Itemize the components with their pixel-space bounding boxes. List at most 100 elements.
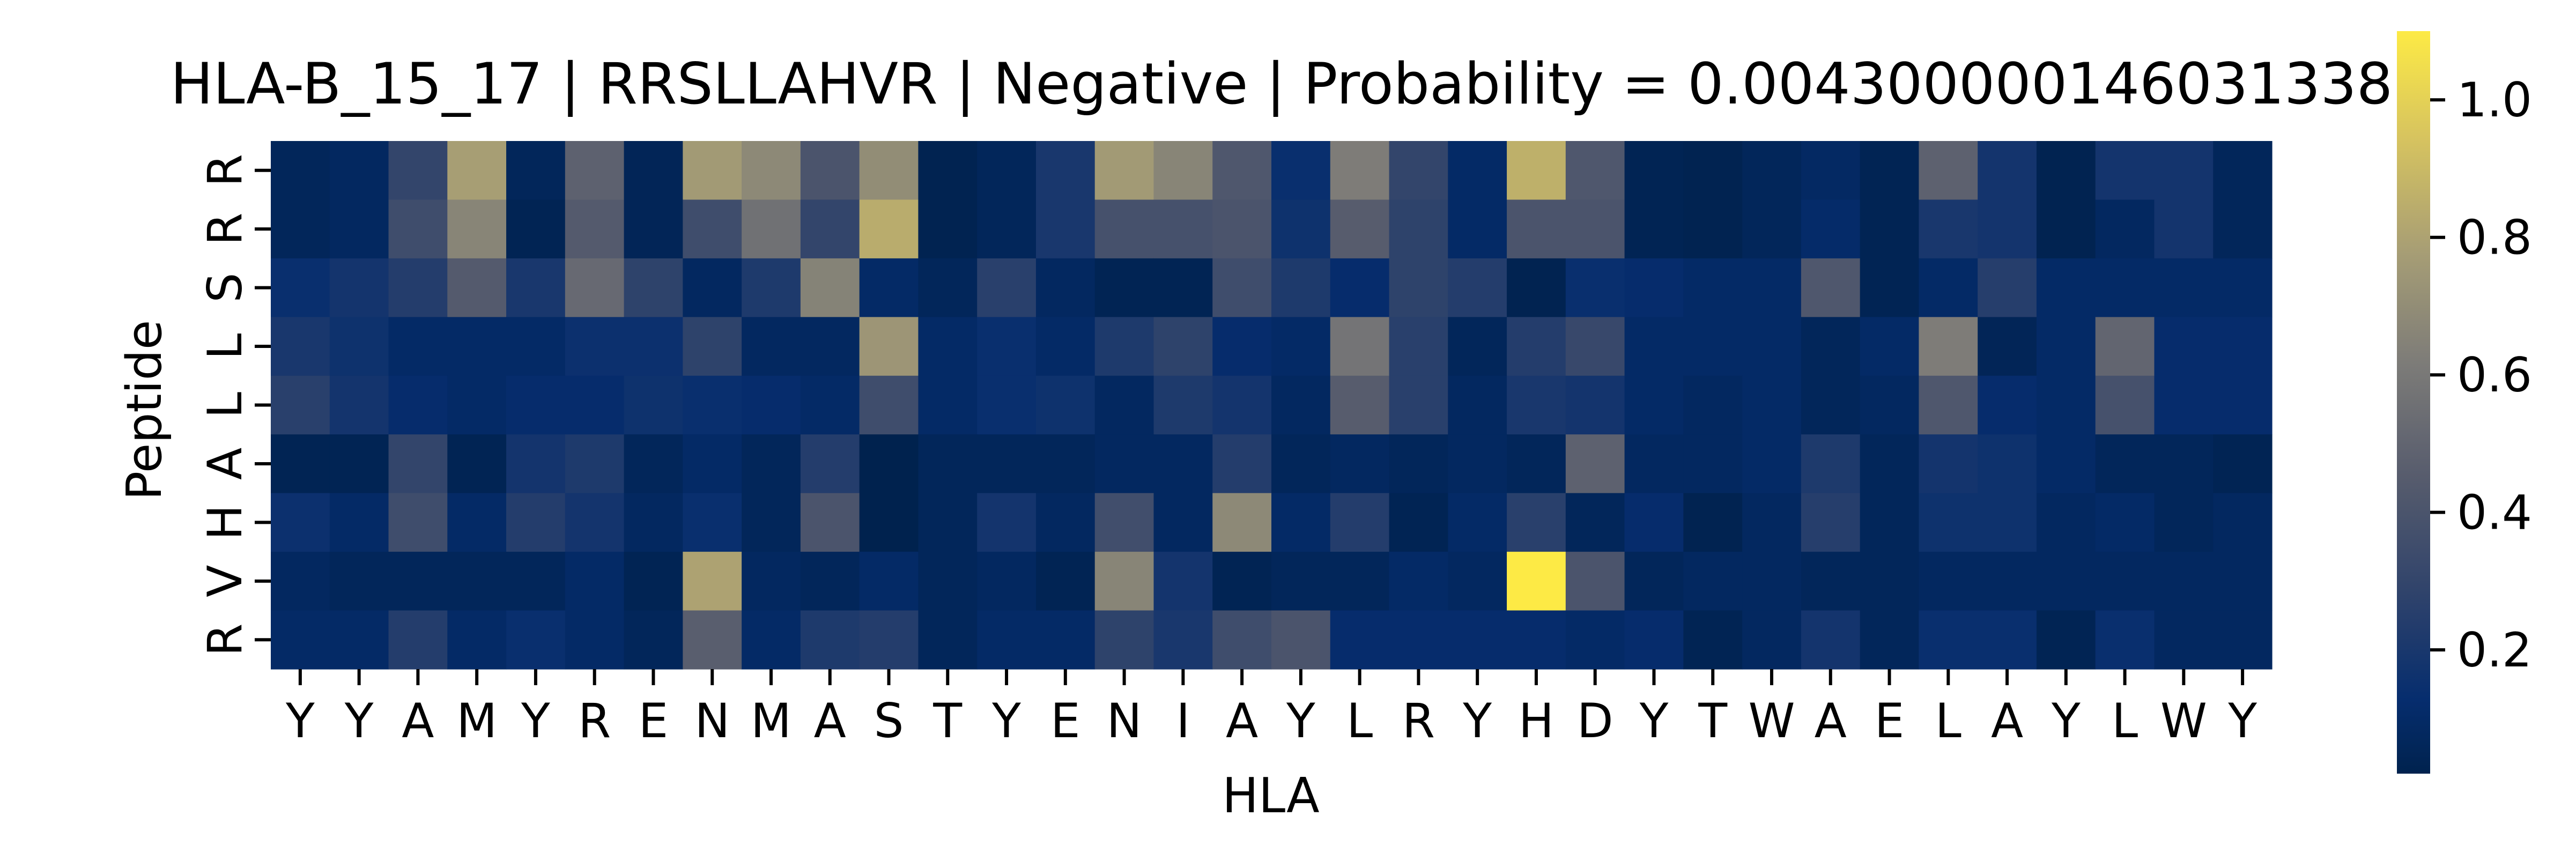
heatmap-cell	[1035, 199, 1095, 259]
heatmap-cell	[1919, 258, 1978, 317]
heatmap-cell	[506, 610, 566, 670]
heatmap-cell	[1683, 317, 1743, 376]
heatmap-cell	[1624, 610, 1684, 670]
heatmap-cell	[2213, 375, 2272, 435]
x-tick-label: Y	[521, 693, 550, 748]
heatmap-cell	[1330, 434, 1390, 494]
heatmap-cell	[506, 317, 566, 376]
x-tick-label: A	[1991, 693, 2023, 748]
colorbar-ticks: 0.2 0.4 0.6 0.8 1.0	[2430, 72, 2532, 678]
heatmap-cell	[1330, 375, 1390, 435]
heatmap-cell	[1389, 141, 1448, 201]
heatmap-cell	[918, 552, 978, 611]
heatmap-cell	[1742, 258, 1802, 317]
heatmap-cell	[506, 141, 566, 201]
heatmap-cell	[624, 317, 683, 376]
heatmap-cell	[1153, 258, 1213, 317]
heatmap-cell	[1860, 199, 1920, 259]
heatmap-cell	[800, 317, 860, 376]
heatmap-cell	[742, 552, 801, 611]
heatmap-cell	[800, 610, 860, 670]
heatmap-cell	[271, 258, 330, 317]
heatmap-cell	[1153, 610, 1213, 670]
heatmap-cell	[388, 141, 448, 201]
heatmap-cell	[1389, 493, 1448, 552]
heatmap-cell	[271, 317, 330, 376]
heatmap-cell	[565, 552, 625, 611]
heatmap-cell	[1919, 493, 1978, 552]
heatmap-cell	[2154, 610, 2214, 670]
heatmap-cell	[1801, 141, 1861, 201]
heatmap-cell	[859, 141, 919, 201]
heatmap-cell	[1035, 610, 1095, 670]
x-tick-label: N	[1107, 693, 1142, 748]
heatmap-cell	[1801, 434, 1861, 494]
heatmap-cell	[329, 141, 389, 201]
heatmap-cell	[565, 375, 625, 435]
heatmap-cell	[2154, 141, 2214, 201]
heatmap-cell	[1860, 317, 1920, 376]
heatmap-cell	[977, 434, 1037, 494]
heatmap-cell	[683, 434, 742, 494]
heatmap-cell	[1919, 199, 1978, 259]
heatmap-cell	[1094, 141, 1154, 201]
heatmap-cell	[565, 199, 625, 259]
heatmap-cell	[1094, 552, 1154, 611]
heatmap-cell	[1507, 199, 1566, 259]
heatmap-cell	[624, 434, 683, 494]
heatmap-cell	[1389, 258, 1448, 317]
heatmap-cell	[2095, 610, 2155, 670]
heatmap-cell	[742, 610, 801, 670]
heatmap-cell	[1330, 141, 1390, 201]
colorbar-tick-label: 0.4	[2457, 485, 2532, 540]
x-tick-label: Y	[991, 693, 1021, 748]
heatmap-cell	[388, 317, 448, 376]
x-tick-label: L	[1935, 693, 1961, 748]
heatmap-cell	[506, 552, 566, 611]
heatmap-cell	[1330, 493, 1390, 552]
heatmap-cell	[800, 141, 860, 201]
heatmap-cell	[742, 199, 801, 259]
heatmap-cell	[388, 199, 448, 259]
x-tick-label: R	[1402, 693, 1435, 748]
heatmap-cell	[742, 258, 801, 317]
heatmap-cell	[1271, 317, 1331, 376]
heatmap-cell	[742, 493, 801, 552]
heatmap-cell	[1212, 375, 1272, 435]
heatmap-cell	[683, 610, 742, 670]
heatmap-cell	[2154, 493, 2214, 552]
heatmap-cell	[859, 493, 919, 552]
y-tick-label: R	[197, 154, 253, 187]
heatmap-cell	[1035, 552, 1095, 611]
heatmap-cell	[918, 434, 978, 494]
heatmap-cell	[1565, 434, 1625, 494]
heatmap-cell	[2213, 434, 2272, 494]
heatmap-cell	[1978, 552, 2037, 611]
x-tick-label: A	[1815, 693, 1847, 748]
heatmap-cell	[1801, 493, 1861, 552]
heatmap-cell	[1153, 375, 1213, 435]
heatmap-cell	[1683, 199, 1743, 259]
heatmap-cell	[388, 434, 448, 494]
heatmap-cell	[918, 493, 978, 552]
heatmap-cell	[1624, 375, 1684, 435]
heatmap-cell	[1389, 199, 1448, 259]
heatmap-cell	[1919, 141, 1978, 201]
heatmap-cell	[859, 199, 919, 259]
x-tick-label: Y	[1286, 693, 1315, 748]
heatmap-cell	[1330, 610, 1390, 670]
heatmap-cell	[1860, 434, 1920, 494]
heatmap-cell	[683, 141, 742, 201]
colorbar-tick-label: 0.8	[2457, 210, 2532, 265]
heatmap-cell	[1507, 552, 1566, 611]
heatmap-cell	[1448, 552, 1507, 611]
heatmap-cell	[1212, 258, 1272, 317]
y-tick-label: L	[197, 392, 253, 418]
heatmap-cell	[1389, 375, 1448, 435]
heatmap-cell	[624, 375, 683, 435]
x-tick-label: I	[1176, 693, 1190, 748]
heatmap-cell	[1212, 493, 1272, 552]
x-tick-label: D	[1577, 693, 1613, 748]
heatmap-cell	[1153, 141, 1213, 201]
heatmap-cell	[918, 199, 978, 259]
